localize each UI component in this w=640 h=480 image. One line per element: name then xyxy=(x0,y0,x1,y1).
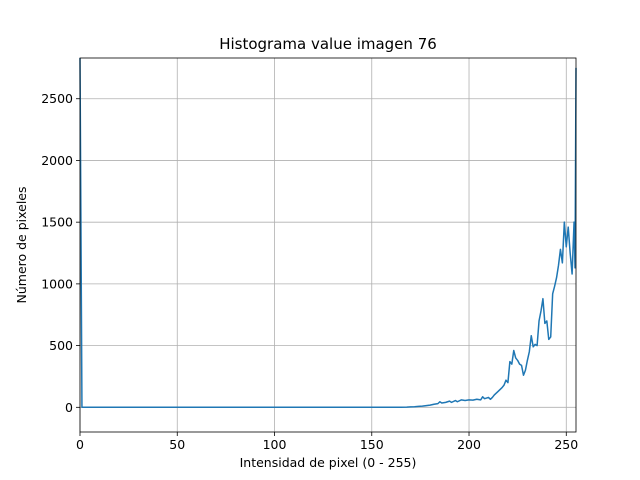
x-tick-label: 50 xyxy=(169,437,185,452)
grid xyxy=(79,58,576,432)
x-tick-label: 200 xyxy=(457,437,481,452)
x-tick-label: 250 xyxy=(554,437,578,452)
axes-frame xyxy=(79,57,577,433)
y-tick-label: 500 xyxy=(49,338,73,353)
x-axis-label: Intensidad de pixel (0 - 255) xyxy=(240,455,417,470)
x-tick-label: 150 xyxy=(360,437,384,452)
chart-title: Histograma value imagen 76 xyxy=(219,35,437,53)
y-axis-label: Número de pixeles xyxy=(14,186,29,303)
y-tick-label: 1500 xyxy=(41,215,73,230)
y-tick-label: 2000 xyxy=(41,153,73,168)
x-tick-label: 0 xyxy=(76,437,84,452)
histogram-line xyxy=(79,57,577,409)
y-tick-label: 1000 xyxy=(41,276,73,291)
y-tick-label: 2500 xyxy=(41,91,73,106)
series-layer xyxy=(79,57,577,409)
y-tick-label: 0 xyxy=(65,400,73,415)
x-tick-label: 100 xyxy=(263,437,287,452)
plot-area-border xyxy=(79,57,577,433)
